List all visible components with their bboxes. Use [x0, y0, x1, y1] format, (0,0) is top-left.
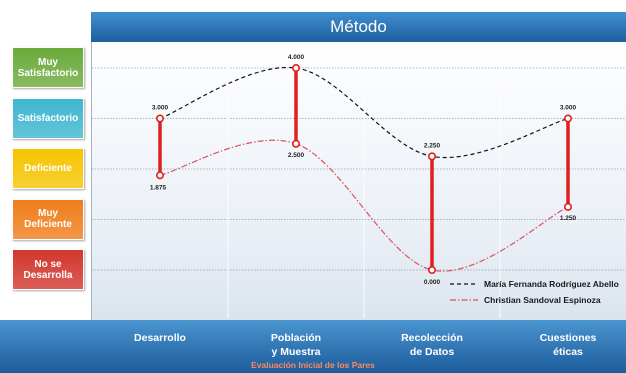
data-label: 2.250	[424, 142, 441, 149]
level-box: No se Desarrolla	[12, 249, 84, 290]
data-label: 1.875	[150, 184, 167, 191]
legend-label: María Fernanda Rodríguez Abello	[484, 279, 619, 289]
data-point	[291, 64, 300, 73]
data-label: 4.000	[288, 54, 305, 61]
category-label: Cuestiones éticas	[539, 332, 597, 358]
data-point	[563, 202, 572, 211]
data-point	[291, 139, 300, 148]
footer-title: Evaluación Inicial de los Pares	[251, 360, 375, 370]
series-line	[159, 66, 569, 159]
series-line	[159, 139, 569, 272]
level-box: Deficiente	[12, 148, 84, 189]
category-label: Recolección de Datos	[401, 332, 463, 358]
data-label: 2.500	[288, 152, 305, 159]
category-band	[0, 320, 626, 373]
data-label: 3.000	[152, 105, 169, 112]
data-label: 1.250	[560, 215, 577, 222]
level-box: Muy Satisfactorio	[12, 47, 84, 88]
plot-area	[91, 42, 626, 320]
data-label: 0.000	[424, 279, 441, 286]
level-box: Satisfactorio	[12, 97, 84, 139]
data-point	[563, 114, 572, 123]
data-point	[427, 152, 436, 161]
category-label: Desarrollo	[134, 332, 186, 344]
level-box: Muy Deficiente	[12, 198, 84, 240]
data-point	[156, 171, 165, 180]
data-point	[427, 265, 436, 274]
data-point	[156, 114, 165, 123]
category-label: Población y Muestra	[270, 332, 322, 358]
data-label: 3.000	[560, 105, 577, 112]
legend-label: Christian Sandoval Espinoza	[484, 295, 601, 305]
